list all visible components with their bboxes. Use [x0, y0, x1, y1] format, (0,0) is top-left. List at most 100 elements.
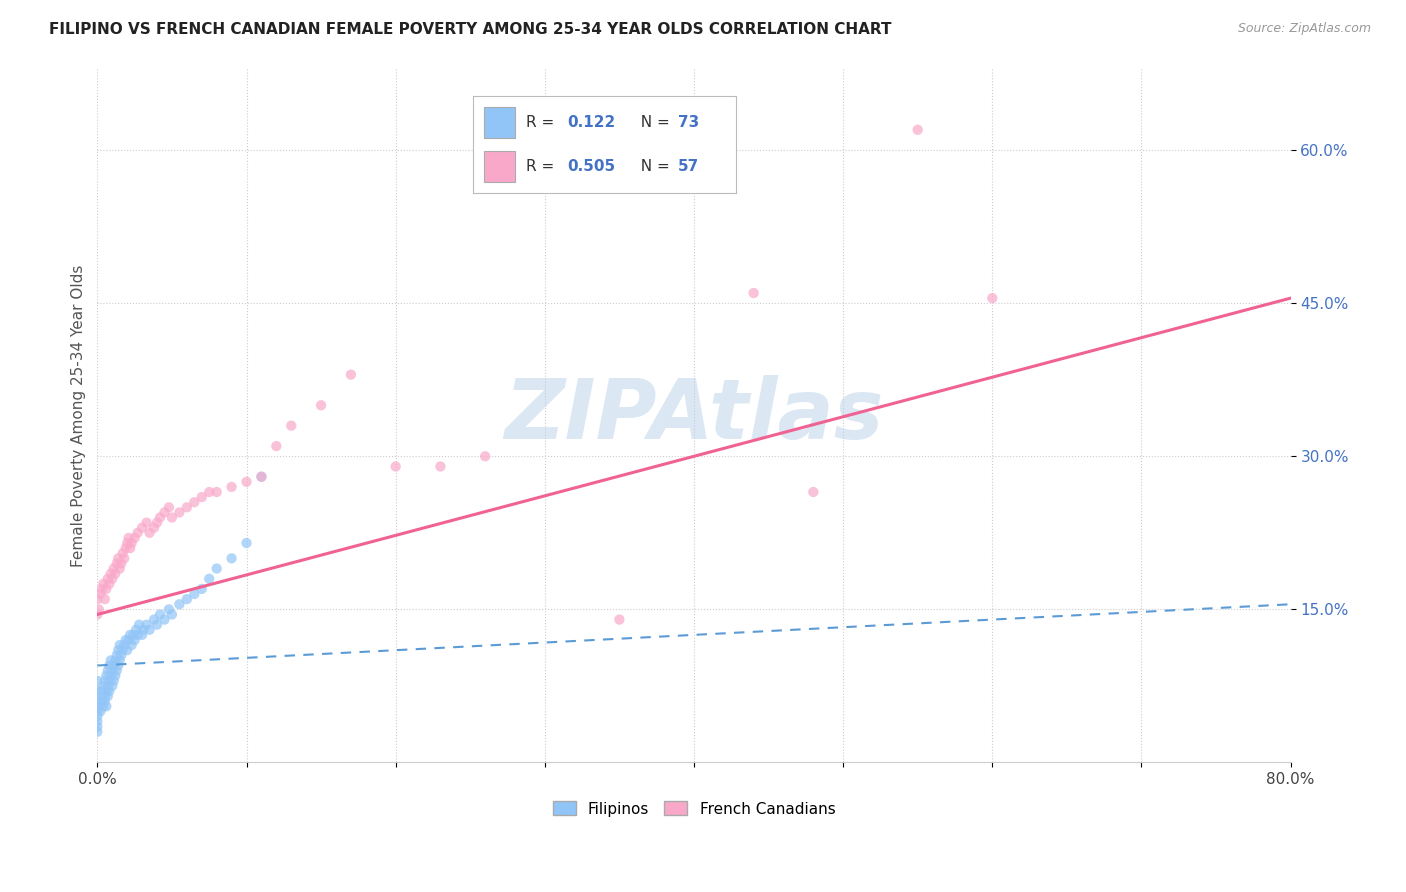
- Point: [103, 658, 125, 673]
- Point: [97, 679, 120, 693]
- Point: [981, 291, 1004, 305]
- Point: [609, 613, 631, 627]
- Point: [86, 709, 108, 723]
- Point: [97, 664, 120, 678]
- Point: [86, 699, 108, 714]
- Point: [250, 469, 273, 483]
- Point: [176, 592, 198, 607]
- Point: [131, 628, 153, 642]
- Point: [98, 577, 121, 591]
- Point: [86, 720, 108, 734]
- Point: [143, 613, 166, 627]
- Point: [97, 689, 120, 703]
- Point: [132, 623, 155, 637]
- Point: [101, 664, 124, 678]
- Point: [114, 632, 136, 647]
- Point: [221, 480, 243, 494]
- Point: [190, 490, 212, 504]
- Point: [146, 617, 169, 632]
- Point: [115, 643, 138, 657]
- Point: [143, 521, 166, 535]
- Legend: Filipinos, French Canadians: Filipinos, French Canadians: [546, 794, 844, 824]
- Point: [198, 572, 221, 586]
- Point: [94, 592, 117, 607]
- Point: [153, 613, 176, 627]
- Point: [429, 459, 451, 474]
- Point: [149, 607, 172, 622]
- Point: [340, 368, 363, 382]
- Point: [104, 669, 127, 683]
- Point: [100, 566, 122, 581]
- Point: [907, 122, 929, 136]
- Point: [91, 699, 114, 714]
- Point: [89, 587, 111, 601]
- Point: [205, 561, 228, 575]
- Point: [104, 653, 127, 667]
- Point: [107, 551, 129, 566]
- Text: Source: ZipAtlas.com: Source: ZipAtlas.com: [1237, 22, 1371, 36]
- Point: [94, 694, 117, 708]
- Y-axis label: Female Poverty Among 25-34 Year Olds: Female Poverty Among 25-34 Year Olds: [72, 264, 86, 566]
- Point: [108, 638, 131, 652]
- Point: [169, 505, 191, 519]
- Point: [250, 469, 273, 483]
- Point: [98, 658, 121, 673]
- Point: [235, 536, 257, 550]
- Point: [153, 505, 176, 519]
- Point: [108, 653, 131, 667]
- Point: [101, 679, 124, 693]
- Point: [86, 592, 108, 607]
- Point: [86, 724, 108, 739]
- Point: [86, 673, 108, 688]
- Point: [112, 638, 135, 652]
- Point: [98, 673, 121, 688]
- Point: [86, 694, 108, 708]
- Point: [176, 500, 198, 515]
- Point: [801, 485, 824, 500]
- Point: [135, 617, 157, 632]
- Point: [742, 285, 765, 300]
- Point: [103, 561, 125, 575]
- Point: [111, 643, 134, 657]
- Point: [309, 398, 332, 412]
- Point: [112, 551, 135, 566]
- Point: [124, 531, 146, 545]
- Point: [86, 607, 108, 622]
- Point: [91, 577, 114, 591]
- Point: [125, 623, 148, 637]
- Point: [157, 500, 180, 515]
- Point: [105, 648, 128, 663]
- Point: [107, 658, 129, 673]
- Point: [198, 485, 221, 500]
- Point: [91, 679, 114, 693]
- Point: [97, 572, 120, 586]
- Point: [124, 632, 146, 647]
- Point: [120, 541, 142, 556]
- Point: [111, 546, 134, 560]
- Point: [183, 587, 205, 601]
- Point: [122, 628, 145, 642]
- Point: [89, 705, 111, 719]
- Point: [128, 617, 150, 632]
- Point: [115, 536, 138, 550]
- Point: [107, 643, 129, 657]
- Point: [87, 602, 110, 616]
- Point: [121, 536, 143, 550]
- Point: [94, 673, 117, 688]
- Point: [101, 572, 124, 586]
- Point: [266, 439, 288, 453]
- Point: [118, 632, 141, 647]
- Point: [169, 597, 191, 611]
- Point: [105, 557, 128, 571]
- Point: [86, 714, 108, 729]
- Point: [190, 582, 212, 596]
- Point: [221, 551, 243, 566]
- Point: [98, 684, 121, 698]
- Point: [96, 669, 118, 683]
- Point: [138, 525, 160, 540]
- Point: [96, 684, 118, 698]
- Text: FILIPINO VS FRENCH CANADIAN FEMALE POVERTY AMONG 25-34 YEAR OLDS CORRELATION CHA: FILIPINO VS FRENCH CANADIAN FEMALE POVER…: [49, 22, 891, 37]
- Point: [103, 673, 125, 688]
- Point: [127, 628, 149, 642]
- Point: [96, 699, 118, 714]
